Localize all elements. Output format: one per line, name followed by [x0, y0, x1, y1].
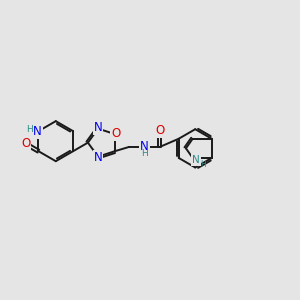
Text: H: H — [26, 125, 33, 134]
Text: H: H — [141, 149, 148, 158]
Text: O: O — [21, 137, 30, 150]
Text: N: N — [192, 155, 200, 165]
Text: H: H — [200, 160, 206, 169]
Text: O: O — [111, 128, 120, 140]
Text: N: N — [33, 125, 42, 138]
Text: N: N — [94, 121, 103, 134]
Text: N: N — [140, 140, 149, 153]
Text: N: N — [94, 151, 103, 164]
Text: O: O — [155, 124, 164, 136]
